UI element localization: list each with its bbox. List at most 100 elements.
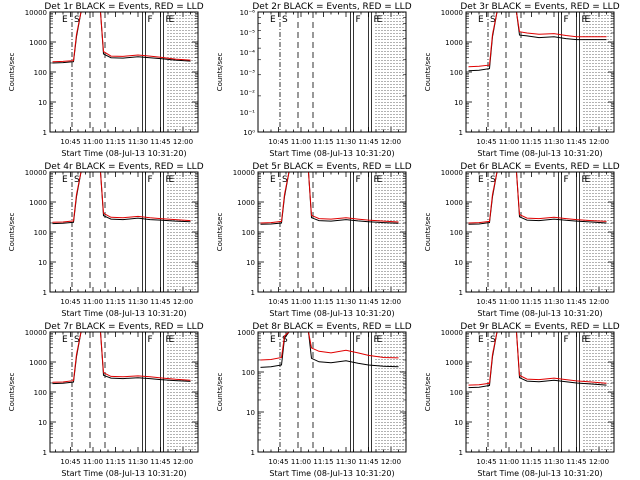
x-tick-label: 12:00 xyxy=(589,138,609,146)
x-tick-label: 11:00 xyxy=(83,138,103,146)
plot-frame xyxy=(465,11,615,133)
x-axis-label: Start Time (08-Jul-13 10:31:20) xyxy=(269,149,394,158)
x-axis-label: Start Time (08-Jul-13 10:31:20) xyxy=(61,309,186,318)
x-axis-label: Start Time (08-Jul-13 10:31:20) xyxy=(269,469,394,478)
x-tick-label: 11:15 xyxy=(521,138,541,146)
series-line xyxy=(468,11,607,68)
x-tick-label: 12:00 xyxy=(381,298,401,306)
y-tick-label: 100 xyxy=(34,389,47,397)
chart-panel: Det 2r BLACK = Events, RED = LLD Counts/s… xyxy=(216,2,412,158)
y-axis-label: Counts/sec xyxy=(216,373,224,412)
x-tick-label: 11:00 xyxy=(291,458,311,466)
flag-label: S xyxy=(74,175,80,185)
y-tick-label: 1000 xyxy=(29,359,47,367)
y-tick-label: 10⁻⁵ xyxy=(240,29,256,37)
y-tick-label: 10⁻² xyxy=(240,89,256,97)
flag-label: E xyxy=(169,175,175,185)
y-axis-label: Counts/sec xyxy=(424,373,432,412)
flag-label: F xyxy=(564,15,569,25)
x-tick-label: 11:30 xyxy=(336,138,356,146)
y-tick-label: 10⁰ xyxy=(243,129,255,137)
x-tick-label: 11:00 xyxy=(291,138,311,146)
x-tick-label: 10:45 xyxy=(476,138,496,146)
x-tick-label: 11:15 xyxy=(105,138,125,146)
flag-label: E xyxy=(478,175,484,185)
y-tick-label: 100 xyxy=(450,229,463,237)
flag-label: F xyxy=(582,335,587,345)
chart-panel: Det 7r BLACK = Events, RED = LLD Counts/s… xyxy=(8,322,204,478)
series-line xyxy=(468,331,607,386)
flag-label: S xyxy=(490,335,496,345)
x-tick-label: 11:00 xyxy=(499,298,519,306)
y-axis-label: Counts/sec xyxy=(424,213,432,252)
chart-panel: Det 9r BLACK = Events, RED = LLD Counts/s… xyxy=(424,322,620,478)
y-tick-label: 1 xyxy=(43,289,47,297)
chart-title: Det 1r BLACK = Events, RED = LLD xyxy=(44,2,203,12)
flag-label: E xyxy=(377,175,383,185)
flag-label: E xyxy=(377,335,383,345)
x-tick-label: 11:45 xyxy=(150,138,170,146)
x-tick-label: 11:15 xyxy=(105,458,125,466)
chart-panel: Det 8r BLACK = Events, RED = LLD Counts/s… xyxy=(216,322,412,478)
x-tick-label: 11:30 xyxy=(128,138,148,146)
x-tick-label: 11:45 xyxy=(358,298,378,306)
x-tick-label: 10:45 xyxy=(268,458,288,466)
flag-label: E xyxy=(585,335,591,345)
flag-label: S xyxy=(282,15,288,25)
x-axis-label: Start Time (08-Jul-13 10:31:20) xyxy=(61,149,186,158)
x-tick-label: 11:30 xyxy=(128,298,148,306)
flag-label: S xyxy=(74,15,80,25)
y-tick-label: 10000 xyxy=(233,169,255,177)
y-tick-label: 1 xyxy=(251,289,255,297)
flag-label: E xyxy=(377,15,383,25)
chart-panel: Det 4r BLACK = Events, RED = LLD Counts/s… xyxy=(8,162,204,318)
y-tick-label: 10⁻⁴ xyxy=(240,49,256,57)
x-tick-label: 11:15 xyxy=(313,138,333,146)
y-tick-label: 1000 xyxy=(237,199,255,207)
y-tick-label: 1 xyxy=(459,449,463,457)
y-tick-label: 1000 xyxy=(237,329,255,337)
flag-label: E xyxy=(169,335,175,345)
y-tick-label: 1000 xyxy=(29,199,47,207)
y-tick-label: 100 xyxy=(34,69,47,77)
chart-panel: Det 6r BLACK = Events, RED = LLD Counts/s… xyxy=(424,162,620,318)
y-tick-label: 10 xyxy=(454,419,463,427)
chart-title: Det 6r BLACK = Events, RED = LLD xyxy=(460,162,619,172)
y-tick-label: 100 xyxy=(242,229,255,237)
x-tick-label: 12:00 xyxy=(381,458,401,466)
flag-label: E xyxy=(478,335,484,345)
y-tick-label: 10⁻³ xyxy=(240,69,256,77)
x-tick-label: 11:00 xyxy=(83,298,103,306)
y-axis-label: Counts/sec xyxy=(8,373,16,412)
x-tick-label: 11:15 xyxy=(521,458,541,466)
flag-label: F xyxy=(148,175,153,185)
y-axis-label: Counts/sec xyxy=(216,53,224,92)
plot-frame xyxy=(465,331,615,453)
flag-label: F xyxy=(148,15,153,25)
x-tick-label: 10:45 xyxy=(268,298,288,306)
flag-label: F xyxy=(582,15,587,25)
x-tick-label: 11:45 xyxy=(566,138,586,146)
y-tick-label: 1 xyxy=(43,449,47,457)
x-tick-label: 10:45 xyxy=(476,458,496,466)
x-tick-label: 10:45 xyxy=(476,298,496,306)
series-line xyxy=(52,11,191,63)
y-axis-label: Counts/sec xyxy=(8,213,16,252)
flag-label: E xyxy=(270,15,276,25)
series-line xyxy=(260,331,399,361)
plot-frame xyxy=(465,171,615,293)
y-tick-label: 10000 xyxy=(441,169,463,177)
x-tick-label: 11:45 xyxy=(566,298,586,306)
x-tick-label: 12:00 xyxy=(173,458,193,466)
y-tick-label: 1 xyxy=(459,289,463,297)
series-line xyxy=(260,171,399,224)
y-tick-label: 1 xyxy=(43,129,47,137)
x-tick-label: 11:30 xyxy=(336,458,356,466)
y-tick-label: 100 xyxy=(242,369,255,377)
x-tick-label: 11:00 xyxy=(499,458,519,466)
y-tick-label: 100 xyxy=(34,229,47,237)
flag-label: E xyxy=(62,335,68,345)
chart-title: Det 9r BLACK = Events, RED = LLD xyxy=(460,322,619,332)
flag-label: E xyxy=(270,175,276,185)
